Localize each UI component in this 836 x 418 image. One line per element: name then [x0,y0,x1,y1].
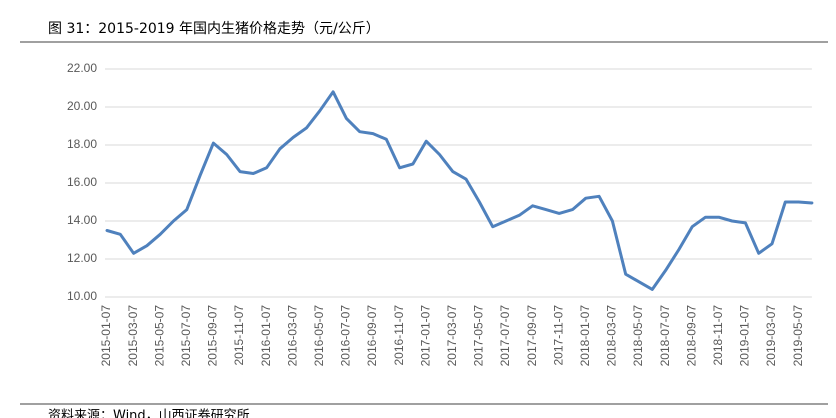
source-note: 资料来源：Wind，山西证券研究所 [48,408,250,418]
x-tick-label: 2017-01-07 [418,305,432,367]
x-tick-label: 2018-09-07 [684,305,698,367]
x-tick-label: 2017-03-07 [445,305,459,367]
x-tick-label: 2015-01-07 [99,305,113,367]
x-tick-label: 2016-01-07 [259,305,273,367]
x-tick-label: 2016-07-07 [339,305,353,367]
x-tick-label: 2015-11-07 [232,305,246,366]
y-tick-label: 20.00 [67,99,97,113]
x-tick-label: 2018-01-07 [578,305,592,367]
chart-title: 图 31：2015-2019 年国内生猪价格走势（元/公斤） [48,21,380,37]
x-tick-label: 2019-05-07 [791,305,805,367]
x-tick-label: 2017-05-07 [472,305,486,367]
x-tick-label: 2015-03-07 [126,305,140,367]
x-tick-label: 2016-05-07 [312,305,326,367]
x-tick-label: 2016-03-07 [285,305,299,367]
y-tick-label: 18.00 [67,137,97,151]
x-tick-label: 2016-09-07 [365,305,379,367]
y-tick-label: 14.00 [67,213,97,227]
x-tick-label: 2018-05-07 [631,305,645,367]
x-tick-label: 2018-03-07 [605,305,619,367]
x-tick-label: 2015-09-07 [206,305,220,367]
price-line [105,90,814,291]
x-tick-label: 2019-03-07 [764,305,778,367]
y-tick-label: 12.00 [67,251,97,265]
x-tick-label: 2015-05-07 [152,305,166,367]
y-tick-label: 10.00 [67,289,97,303]
x-tick-label: 2017-11-07 [551,305,565,366]
x-tick-label: 2015-07-07 [179,305,193,367]
x-tick-label: 2017-07-07 [498,305,512,367]
y-tick-label: 22.00 [67,61,97,75]
y-tick-label: 16.00 [67,175,97,189]
x-tick-label: 2017-09-07 [525,305,539,367]
x-tick-label: 2018-07-07 [658,305,672,367]
x-tick-label: 2018-11-07 [711,305,725,366]
x-tick-label: 2019-01-07 [738,305,752,367]
x-tick-label: 2016-11-07 [392,305,406,366]
